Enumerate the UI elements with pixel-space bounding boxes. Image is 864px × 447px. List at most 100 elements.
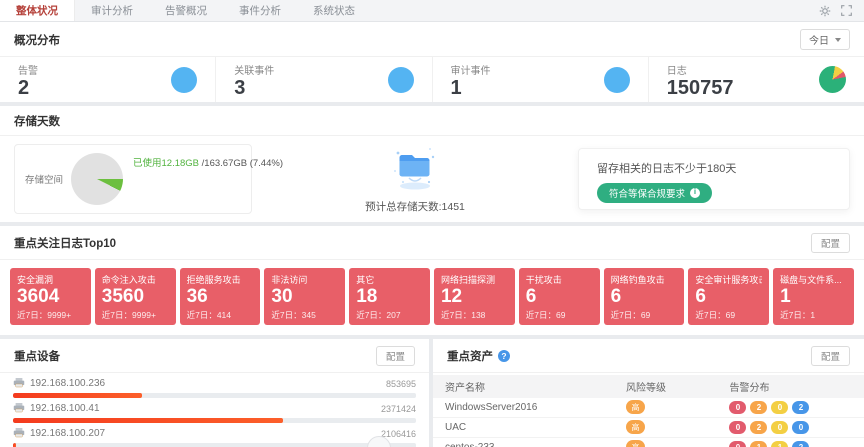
key-assets-header: 重点资产 配置 [433, 339, 864, 373]
badge-low: 2 [792, 440, 810, 447]
gear-icon[interactable] [819, 5, 831, 17]
risk-badge: 高 [626, 420, 646, 435]
tab-system-status[interactable]: 系统状态 [313, 5, 355, 17]
top-logs-title: 重点关注日志Top10 [14, 238, 117, 250]
compliance-button[interactable]: 符合等保合规要求 [597, 183, 713, 203]
compliance-text: 留存相关的日志不少于180天 [597, 163, 737, 175]
storage-panel: 存储天数 存储空间 已使用12.18GB /163.67GB (7.44%) [0, 106, 864, 222]
key-assets-panel: 重点资产 配置 资产名称 风险等级 告警分布 WindowsServer2016 [433, 338, 864, 447]
folder-icon [389, 144, 441, 197]
device-count: 2106416 [380, 428, 416, 439]
log-card[interactable]: 拒绝服务攻击 36 近7日：414 [179, 268, 261, 325]
col-alert-distribution: 告警分布 [717, 374, 864, 398]
stat-logs-value: 150757 [666, 76, 734, 99]
tab-audit-analysis[interactable]: 审计分析 [91, 5, 133, 17]
asset-name: WindowsServer2016 [433, 397, 615, 418]
device-ip: 192.168.100.41 [30, 403, 100, 415]
log-card[interactable]: 网络扫描探测 12 近7日：138 [433, 268, 515, 325]
asset-table-header: 资产名称 风险等级 告警分布 [433, 374, 864, 398]
stat-alerts[interactable]: 告警 2 [0, 57, 217, 102]
key-devices-config-button[interactable]: 配置 [375, 345, 415, 366]
log-card-title: 网络钓鱼攻击 [610, 275, 665, 285]
audit-events-circle-chart [603, 66, 630, 93]
help-icon[interactable] [498, 349, 510, 362]
log-card-value: 6 [610, 286, 622, 307]
key-assets-config-button[interactable]: 配置 [810, 345, 850, 366]
date-range-dropdown[interactable]: 今日 [800, 29, 850, 50]
top-logs-header: 重点关注日志Top10 配置 [0, 226, 864, 260]
asset-name: centos-233 [433, 437, 615, 447]
compliance-card: 留存相关的日志不少于180天 符合等保合规要求 [578, 148, 850, 210]
overview-panel: 概况分布 今日 告警 2 关联事件 3 [0, 22, 864, 102]
log-card-title: 命令注入攻击 [101, 275, 156, 285]
bottom-row: 重点设备 配置 192.168.100.236 853695 192.1 [0, 338, 864, 447]
stat-logs[interactable]: 日志 150757 [649, 57, 864, 102]
compliance-button-label: 符合等保合规要求 [609, 189, 686, 200]
log-card[interactable]: 命令注入攻击 3560 近7日：9999+ [94, 268, 176, 325]
badge-critical: 0 [729, 420, 747, 434]
log-cards-row: 安全漏洞 3604 近7日：9999+ 命令注入攻击 3560 近7日：9999… [0, 260, 864, 335]
tabbar-spacer [371, 0, 819, 21]
key-devices-title: 重点设备 [14, 350, 60, 363]
col-risk-level: 风险等级 [614, 374, 718, 398]
stat-audit-events-value: 1 [450, 76, 462, 99]
device-bar-track [13, 392, 416, 398]
log-card-title: 非法访问 [271, 275, 308, 285]
badge-low: 2 [792, 400, 810, 414]
log-card[interactable]: 干扰攻击 6 近7日：69 [518, 268, 600, 325]
device-bar-track [13, 417, 416, 423]
stat-correlated-events[interactable]: 关联事件 3 [216, 57, 433, 102]
fullscreen-icon[interactable] [841, 5, 852, 16]
top-logs-config-button[interactable]: 配置 [810, 233, 850, 253]
log-card[interactable]: 磁盘与文件系... 1 近7日：1 [773, 268, 854, 325]
badge-medium: 0 [771, 400, 789, 414]
device-icon [13, 400, 25, 418]
asset-name: UAC [433, 417, 615, 438]
log-card-title: 安全漏洞 [17, 275, 54, 285]
device-row[interactable]: 192.168.100.207 2106416 [13, 427, 416, 447]
log-card[interactable]: 安全漏洞 3604 近7日：9999+ [10, 268, 91, 325]
storage-body: 存储空间 已使用12.18GB /163.67GB (7.44%) [0, 136, 864, 222]
log-card[interactable]: 网络钓鱼攻击 6 近7日：69 [603, 268, 685, 325]
log-card-recent: 近7日：345 [271, 309, 316, 320]
tab-alert-overview[interactable]: 告警概况 [165, 5, 207, 17]
overview-title: 概况分布 [14, 34, 60, 47]
log-card-title: 拒绝服务攻击 [186, 275, 241, 285]
storage-header: 存储天数 [0, 106, 864, 136]
device-ip: 192.168.100.236 [30, 378, 106, 390]
log-card-title: 安全审计服务攻击 [695, 275, 763, 285]
log-card[interactable]: 其它 18 近7日：207 [349, 268, 430, 325]
device-bar-track [13, 442, 416, 447]
device-row[interactable]: 192.168.100.41 2371424 [13, 402, 416, 423]
badge-low: 0 [792, 420, 810, 434]
log-card-value: 36 [186, 286, 208, 307]
asset-row[interactable]: centos-233 高 0112 [433, 437, 864, 447]
log-card-value: 18 [356, 286, 378, 307]
log-card[interactable]: 安全审计服务攻击 6 近7日：69 [688, 268, 770, 325]
storage-days-block: 预计总存储天数:1451 [252, 144, 578, 214]
stat-audit-events[interactable]: 审计事件 1 [433, 57, 649, 102]
log-card-value: 6 [525, 286, 537, 307]
log-card-recent: 近7日：69 [695, 309, 736, 320]
correlated-events-circle-chart [387, 66, 414, 93]
log-card-recent: 近7日：69 [610, 309, 651, 320]
log-card-title: 磁盘与文件系... [780, 275, 842, 285]
storage-days-caption: 预计总存储天数:1451 [365, 201, 465, 213]
tab-event-analysis[interactable]: 事件分析 [239, 5, 281, 17]
badge-critical: 0 [729, 440, 747, 447]
key-devices-header: 重点设备 配置 [0, 339, 429, 373]
log-card-value: 12 [440, 286, 463, 307]
log-card-value: 3604 [17, 286, 60, 307]
logs-pie-chart [819, 66, 846, 93]
log-card-recent: 近7日：207 [356, 309, 401, 320]
device-row[interactable]: 192.168.100.236 853695 [13, 377, 416, 398]
log-card[interactable]: 非法访问 30 近7日：345 [264, 268, 346, 325]
log-card-recent: 近7日：9999+ [101, 309, 156, 320]
tab-overall-status[interactable]: 整体状况 [0, 0, 75, 21]
device-bar-fill [13, 417, 283, 423]
